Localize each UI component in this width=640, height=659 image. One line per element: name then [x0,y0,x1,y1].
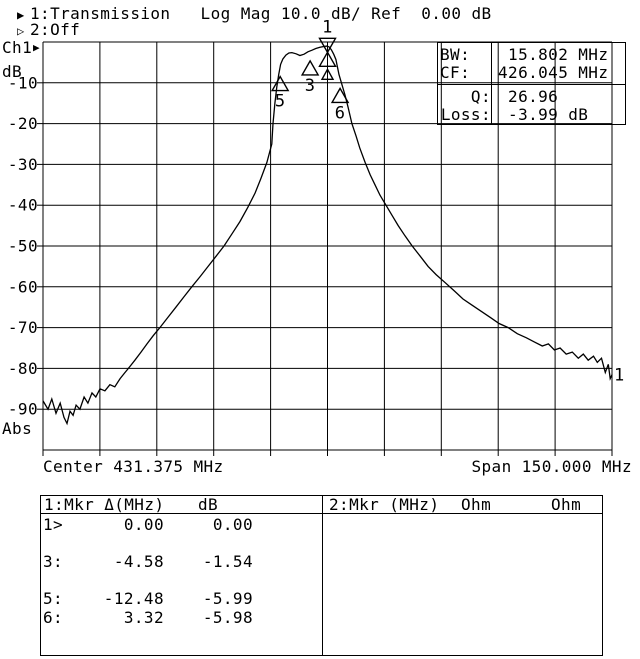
y-axis-tick-label: -70 [8,318,38,337]
marker-1-up-triangle-icon [318,50,337,68]
y-axis-tick-label: -30 [8,155,38,174]
marker-id: 3: [43,552,64,571]
marker-1-label: 1 [322,17,333,37]
ch1-marker-table-db-column: dB [198,495,219,514]
y-axis-tick-label: -60 [8,277,38,296]
marker-delta-mhz: -4.58 [113,552,164,571]
marker-3-up-triangle-icon [300,59,320,76]
marker-delta-mhz: 0.00 [123,515,164,534]
y-axis-unit-label: dB [2,62,23,81]
loss-label: Loss: [440,105,491,124]
marker-delta-mhz: -12.48 [103,589,164,608]
y-axis-tick-label: -90 [8,400,38,419]
marker1-active-arrow-icon: ▶ [17,8,25,22]
y-axis-tick-label: -10 [8,73,38,92]
marker-3-label: 3 [305,76,316,96]
marker-1-delta-ref-icon [320,67,335,81]
marker-5-label: 5 [275,92,286,112]
trace1-settings-line: 1:Transmission Log Mag 10.0 dB/ Ref 0.00… [30,4,492,23]
marker-6-up-triangle-icon [330,86,350,104]
ch2-marker-table: 2:Mkr (MHz) Ohm Ohm [322,495,603,656]
trace2-settings-line: 2:Off [30,20,81,39]
marker-1-down-triangle-icon [318,37,337,54]
y-axis-tick-label: -40 [8,196,38,215]
marker-id: 5: [43,589,64,608]
trace-number-label: 1 [614,366,625,386]
bw-value: 15.802 MHz [498,45,609,64]
bw-label: BW: [440,45,471,64]
y-axis-tick-label: -20 [8,114,38,133]
transmission-trace [42,45,613,426]
loss-value: -3.99 dB [498,105,589,124]
y-axis-tick-label: -80 [8,359,38,378]
bandwidth-info-box: BW: 15.802 MHz CF: 426.045 MHz Q: 26.96 … [437,42,626,125]
ch1-marker-table-title: 1:Mkr Δ(MHz) [44,495,165,514]
q-value: 26.96 [498,87,559,106]
ch1-marker-table-header: 1:Mkr Δ(MHz) dB [41,496,322,514]
y-axis-tick-label: -50 [8,237,38,256]
span-frequency-label: Span 150.000 MHz [471,457,632,476]
marker-db: -1.54 [202,552,253,571]
marker2-inactive-arrow-icon: ▷ [17,24,25,38]
ch2-marker-table-header: 2:Mkr (MHz) Ohm Ohm [323,496,602,514]
q-label: Q: [470,87,491,106]
marker-id: 6: [43,607,64,627]
ch2-marker-table-title: 2:Mkr (MHz) [329,495,440,514]
marker-6-label: 6 [335,103,346,123]
center-frequency-label: Center 431.375 MHz [43,457,224,476]
marker-id: 1> [43,515,64,534]
ch2-ohm-column-2: Ohm [551,495,582,514]
channel-label: Ch1 [2,38,33,57]
marker-db: -5.98 [202,607,253,627]
y-axis-mode-label: Abs [2,419,33,438]
ch2-ohm-column-1: Ohm [461,495,492,514]
ch1-marker-table: 1:Mkr Δ(MHz) dB 1> 0.00 0.00 3: -4.58 -1.54 5:… [40,495,323,656]
marker-5-up-triangle-icon [270,75,290,92]
info-box-column-divider [491,43,492,124]
marker-db: -5.99 [202,589,253,608]
marker-delta-mhz: 3.32 [123,607,164,627]
marker-db: 0.00 [212,515,253,534]
channel-ref-arrow-icon: ▶ [33,41,40,54]
info-box-divider [438,84,625,85]
cf-label: CF: [440,63,471,82]
cf-value: 426.045 MHz [498,63,609,82]
